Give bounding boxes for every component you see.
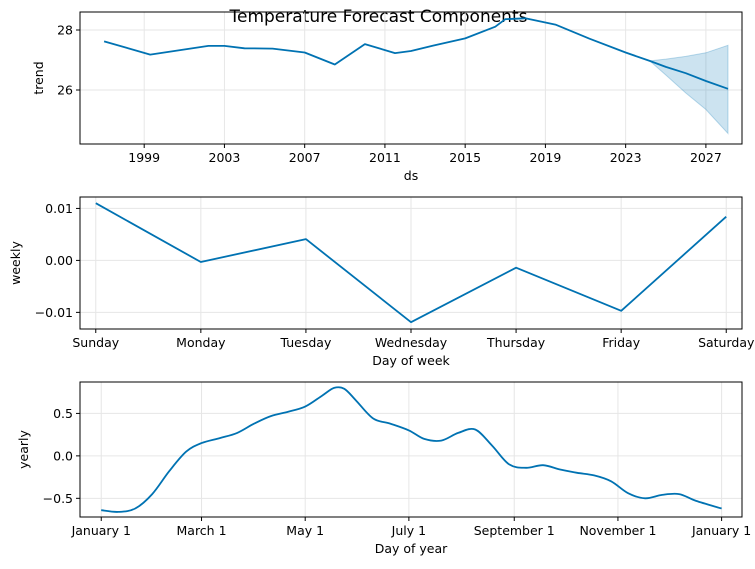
axes-frame (79, 381, 743, 518)
y-tick-label: 0.00 (45, 253, 73, 268)
axes-frame (79, 11, 743, 145)
x-tick-label: Sunday (72, 335, 119, 350)
x-tick-label: Saturday (698, 335, 755, 350)
y-tick-label: 0.01 (45, 201, 73, 216)
x-tick-label: January 1 (71, 523, 131, 538)
x-tick-label: 1999 (128, 150, 160, 165)
x-axis-label: Day of year (375, 541, 448, 556)
x-tick-label: May 1 (286, 523, 324, 538)
x-tick-label: 2015 (449, 150, 481, 165)
x-tick-label: 2019 (529, 150, 561, 165)
x-tick-label: 2007 (289, 150, 321, 165)
x-tick-label: 2011 (369, 150, 401, 165)
weekly-subplot: Sunday Monday Tuesday Wednesday Thursday Frid… (8, 196, 755, 368)
x-tick-label: November 1 (579, 523, 656, 538)
x-tick-label: Monday (176, 335, 226, 350)
forecast-uncertainty-band (648, 44, 729, 135)
y-axis-label: weekly (8, 241, 23, 285)
y-tick-label: 26 (57, 83, 73, 98)
yearly-series-line (101, 386, 722, 513)
x-tick-label: 2003 (209, 150, 241, 165)
x-tick-label: March 1 (177, 523, 227, 538)
weekly-series-line (95, 202, 727, 324)
x-tick-label: Tuesday (279, 335, 331, 350)
trend-series-line (103, 17, 729, 90)
x-tick-label: Thursday (486, 335, 546, 350)
y-tick-label: 0.0 (53, 448, 73, 463)
x-tick-label: January 1 (691, 523, 751, 538)
y-axis-label: yearly (16, 430, 31, 469)
x-tick-label: 2027 (690, 150, 722, 165)
y-tick-label: −0.5 (43, 491, 73, 506)
x-axis-label: ds (404, 168, 418, 183)
x-tick-label: 2023 (610, 150, 642, 165)
x-tick-label: Wednesday (375, 335, 448, 350)
x-axis-label: Day of week (372, 353, 450, 368)
y-tick-label: 0.5 (53, 406, 73, 421)
yearly-subplot: January 1 March 1 May 1 July 1 September 1 No… (16, 381, 751, 556)
y-tick-label: 28 (57, 23, 73, 38)
trend-subplot: 1999 2003 2007 2011 2015 2019 2023 2027 26 28 ds tr… (31, 11, 743, 183)
y-tick-label: −0.01 (35, 305, 73, 320)
x-tick-label: Friday (602, 335, 640, 350)
x-tick-label: July 1 (391, 523, 426, 538)
x-tick-label: September 1 (474, 523, 555, 538)
y-axis-label: trend (31, 61, 46, 94)
